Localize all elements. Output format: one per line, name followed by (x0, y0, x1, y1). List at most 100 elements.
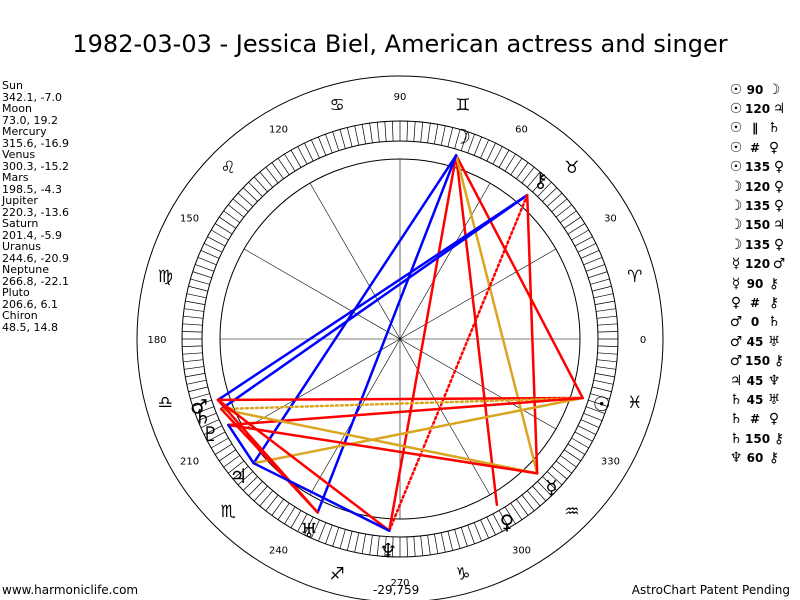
aspect-line (216, 396, 584, 402)
degree-tick (546, 471, 563, 486)
degree-tick (384, 536, 387, 557)
aspect-planet-2-glyph: ⚷ (768, 450, 780, 467)
degree-tick (559, 455, 577, 468)
planet-glyph-moon: ☽ (453, 124, 471, 148)
degree-tick (510, 158, 523, 176)
degree-tick (354, 125, 360, 146)
aspect-row: ♆ 60 ⚷ (727, 448, 788, 467)
zodiac-sign-glyph: ♏ (221, 502, 236, 522)
planet-name: Chiron (2, 309, 38, 322)
aspect-angle: 90 (746, 82, 764, 97)
degree-tick (590, 393, 610, 400)
degree-tick (596, 359, 617, 363)
aspect-planet-1-glyph: ♂ (729, 353, 743, 370)
planet-name: Mercury (2, 125, 47, 138)
degree-tick (596, 366, 616, 370)
aspect-angle: 150 (745, 218, 771, 233)
degree-tick (242, 476, 258, 491)
degree-tick (223, 210, 241, 223)
degree-tick (440, 125, 446, 146)
aspect-row: ☽ 135 ♀ (727, 196, 788, 215)
degree-tick (406, 121, 408, 142)
planet-name: Jupiter (2, 194, 38, 207)
degree-tick (498, 510, 510, 528)
degree-tick (580, 250, 600, 259)
aspect-planet-1-glyph: ☿ (731, 275, 741, 292)
degree-tick (492, 146, 503, 165)
aspect-line (454, 154, 539, 475)
zodiac-sign-glyph: ♊ (455, 95, 470, 115)
degree-tick (427, 123, 431, 143)
degree-tick (332, 131, 340, 151)
aspect-line (219, 193, 529, 411)
aspect-row: ☉ 90 ☽ (727, 80, 788, 99)
degree-tick (583, 257, 603, 266)
planet-name: Pluto (2, 286, 30, 299)
degree-tick (346, 127, 353, 147)
degree-tick (318, 136, 327, 156)
aspect-planet-1-glyph: ☽ (729, 236, 743, 253)
aspect-angle: 150 (745, 431, 771, 446)
planet-coords: 48.5, 14.8 (2, 320, 58, 334)
degree-tick (219, 449, 237, 462)
planet-coords: 315.6, -16.9 (2, 136, 69, 150)
aspect-angle: 150 (745, 354, 771, 369)
degree-tick (186, 379, 207, 385)
degree-tick (597, 352, 618, 355)
aspect-angle: 60 (746, 451, 764, 466)
aspect-angle: # (749, 412, 761, 427)
aspect-planet-1-glyph: ♆ (729, 450, 743, 467)
aspect-planet-1-glyph: ☽ (729, 198, 743, 215)
aspect-angle: 135 (745, 160, 771, 175)
aspect-row: ♄ # ♀ (727, 410, 788, 429)
degree-tick (521, 166, 535, 184)
degree-tick (574, 236, 593, 247)
degree-tick (583, 412, 603, 421)
degree-tick (290, 150, 302, 168)
degree-tick (555, 204, 573, 218)
aspect-row: ☽ 135 ♀ (727, 235, 788, 254)
degree-tick (486, 142, 496, 162)
aspect-row: ♃ 45 ♆ (727, 371, 788, 390)
degree-tick (248, 181, 263, 197)
aspect-angle: 135 (745, 199, 771, 214)
degree-tick (592, 285, 612, 292)
aspect-line (227, 396, 584, 427)
aspect-row: ☽ 120 ♀ (727, 177, 788, 196)
planet-glyph-chiron: ⚷ (533, 168, 548, 192)
degree-tick (369, 123, 373, 143)
degree-tick (516, 162, 529, 180)
aspect-row: ☉ # ♀ (727, 138, 788, 157)
aspect-angle: 0 (750, 315, 760, 330)
degree-tick (571, 437, 589, 449)
aspect-planet-1-glyph: ♂ (729, 314, 743, 331)
degree-label: 60 (515, 125, 528, 136)
aspect-row: ☿ 90 ⚷ (727, 274, 788, 293)
degree-tick (325, 524, 333, 544)
degree-label: 150 (180, 214, 199, 225)
planet-glyph-uranus: ♅ (300, 519, 318, 543)
degree-tick (454, 129, 461, 149)
degree-tick (185, 373, 206, 378)
degree-tick (183, 359, 204, 363)
planet-glyph-sun: ☉ (593, 392, 611, 416)
degree-tick (420, 122, 424, 143)
degree-tick (467, 524, 475, 544)
aspect-line (388, 193, 529, 532)
degree-tick (460, 527, 468, 547)
degree-tick (253, 176, 268, 193)
degree-tick (376, 122, 380, 143)
degree-label: 240 (269, 545, 288, 556)
degree-tick (555, 460, 573, 474)
footer-website: www.harmoniclife.com (2, 583, 139, 597)
degree-tick (567, 443, 586, 455)
degree-tick (392, 121, 394, 142)
zodiac-sign-glyph: ♉ (564, 158, 579, 178)
degree-tick (369, 535, 373, 555)
degree-tick (585, 406, 605, 414)
degree-label: 120 (269, 125, 288, 136)
degree-tick (532, 485, 547, 502)
degree-tick (492, 513, 503, 532)
aspect-list: ☉ 90 ☽ ☉ 120 ♃ ☉ ∥ ♄ ☉ # ♀ ☉ 135 ♀ ☽ 120 ♀ ☽ 135 ♀ ☽ 150 ♃ ☽ 135 ♀… (727, 80, 788, 468)
